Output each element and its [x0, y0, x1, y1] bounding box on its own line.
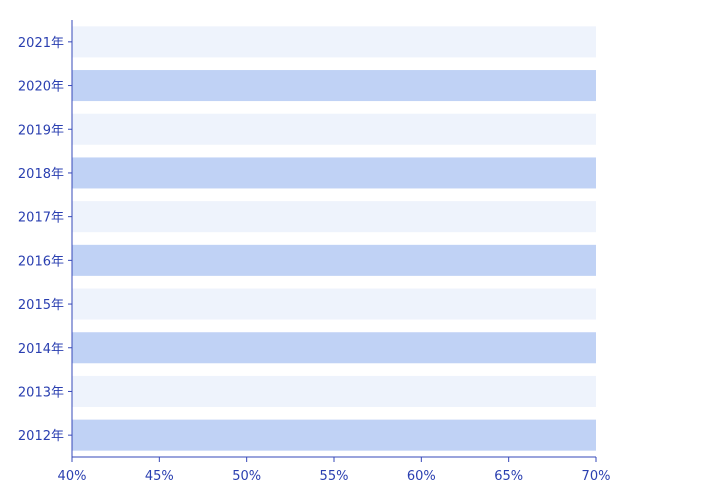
- y-tick-label: 2013年: [18, 385, 64, 400]
- x-tick-label: 60%: [407, 469, 436, 484]
- x-tick-label: 40%: [58, 469, 87, 484]
- bar-2015年: [72, 288, 596, 320]
- y-tick-label: 2014年: [18, 342, 64, 357]
- y-tick-label: 2020年: [18, 80, 64, 95]
- y-tick-label: 2012年: [18, 429, 64, 444]
- y-axis-ticks: 2012年 2013年 2014年 2015年 2016年 2017年 2018年 2019年…: [18, 36, 72, 444]
- bar-2018年: [72, 157, 596, 189]
- y-tick-label: 2015年: [18, 298, 64, 313]
- x-tick-label: 50%: [232, 469, 261, 484]
- x-tick-label: 70%: [582, 469, 611, 484]
- bar-2017年: [72, 201, 596, 233]
- bar-2013年: [72, 375, 596, 407]
- bars-layer: [72, 26, 596, 451]
- bar-2012年: [72, 419, 596, 451]
- y-tick-label: 2021年: [18, 36, 64, 51]
- x-tick-label: 55%: [320, 469, 349, 484]
- x-axis-ticks: 40% 45% 50% 55% 60% 65% 70%: [58, 457, 611, 484]
- y-tick-label: 2019年: [18, 123, 64, 138]
- bar-2014年: [72, 332, 596, 364]
- bar-2020年: [72, 70, 596, 102]
- bar-2016年: [72, 244, 596, 276]
- x-tick-label: 65%: [494, 469, 523, 484]
- x-tick-label: 45%: [145, 469, 174, 484]
- bar-2021年: [72, 26, 596, 58]
- bar-2019年: [72, 113, 596, 145]
- y-tick-label: 2016年: [18, 254, 64, 269]
- y-tick-label: 2018年: [18, 167, 64, 182]
- y-tick-label: 2017年: [18, 211, 64, 226]
